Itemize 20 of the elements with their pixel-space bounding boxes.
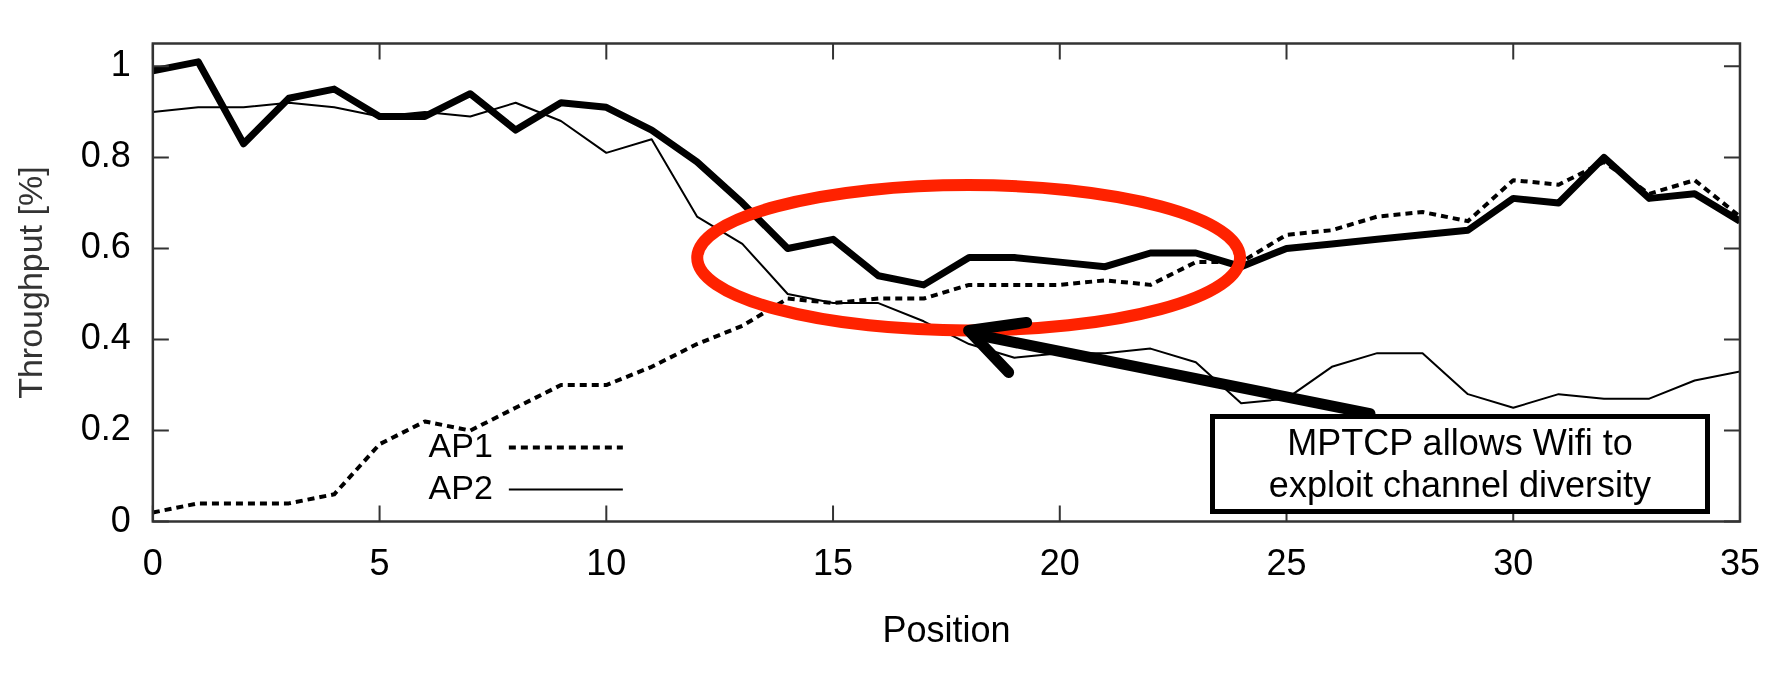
- x-tick-label: 15: [813, 542, 854, 584]
- callout-box: MPTCP allows Wifi to exploit channel diversity: [1209, 413, 1710, 514]
- y-tick-label: 1: [110, 43, 131, 85]
- y-tick-label: 0.8: [80, 134, 131, 176]
- legend-label: AP1: [428, 425, 493, 464]
- x-tick-label: 0: [142, 542, 163, 584]
- x-tick-label: 35: [1719, 542, 1760, 584]
- y-tick-label: 0.6: [80, 225, 131, 267]
- x-axis-title: Position: [882, 609, 1011, 651]
- y-axis-title: Throughput [%]: [10, 166, 49, 399]
- y-tick-label: 0.2: [80, 407, 131, 449]
- x-tick-label: 30: [1493, 542, 1534, 584]
- y-tick-label: 0: [110, 498, 131, 540]
- x-tick-label: 20: [1039, 542, 1080, 584]
- annotation: MPTCP allows Wifi to exploit channel diversity: [1267, 422, 1653, 505]
- x-tick-label: 25: [1266, 542, 1307, 584]
- y-tick-label: 0.4: [80, 316, 131, 358]
- x-tick-label: 5: [369, 542, 390, 584]
- x-tick-label: 10: [586, 542, 627, 584]
- legend-label: AP2: [428, 467, 493, 506]
